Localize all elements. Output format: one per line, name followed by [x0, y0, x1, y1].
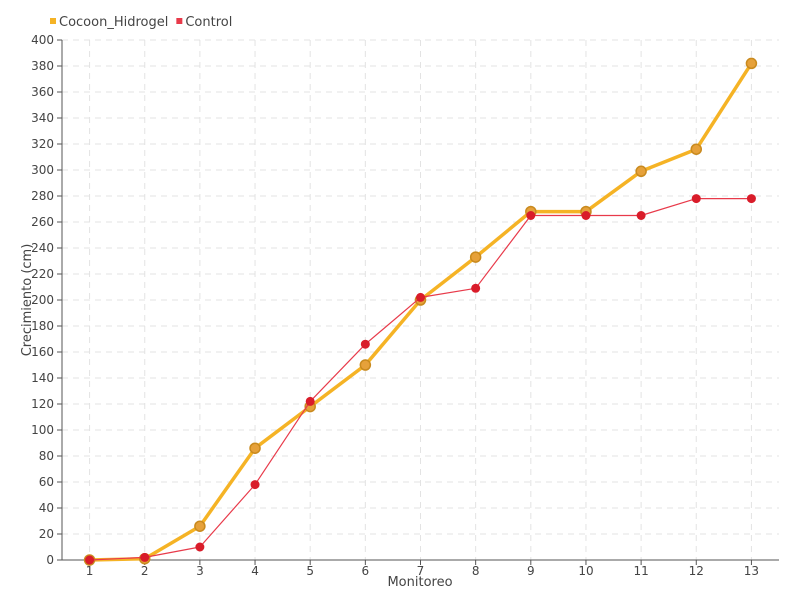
data-point-cocoon-hidrogel — [469, 251, 482, 263]
grid — [62, 39, 779, 560]
y-tick-label: 60 — [39, 475, 54, 489]
x-tick-label: 2 — [141, 564, 149, 578]
data-point-cocoon-hidrogel — [194, 520, 206, 532]
x-tick-label: 3 — [196, 564, 204, 578]
data-point-control — [636, 211, 646, 220]
data-point-control — [746, 194, 756, 204]
data-point-control — [360, 339, 370, 349]
y-tick-label: 160 — [31, 345, 54, 359]
y-tick-label: 20 — [39, 527, 54, 541]
y-tick-label: 260 — [31, 215, 54, 229]
y-tick-label: 220 — [31, 267, 54, 281]
x-tick-label: 5 — [306, 564, 314, 578]
data-point-cocoon-hidrogel — [690, 143, 703, 155]
series-control — [85, 194, 756, 565]
x-tick-label: 9 — [527, 564, 535, 578]
y-tick-label: 100 — [31, 423, 54, 437]
x-axis-title: Monitoreo — [387, 575, 452, 590]
y-tick-label: 120 — [31, 397, 54, 411]
y-tick-label: 80 — [39, 449, 54, 463]
data-point-control — [526, 211, 536, 220]
y-tick-label: 400 — [31, 33, 54, 47]
y-tick-label: 300 — [31, 163, 54, 177]
data-point-control — [416, 292, 425, 302]
data-point-control — [471, 283, 481, 293]
y-tick-label: 360 — [31, 85, 54, 99]
x-tick-label: 7 — [417, 564, 425, 578]
y-tick-label: 380 — [31, 59, 54, 73]
y-tick-label: 0 — [46, 553, 54, 567]
y-axis-title: Crecimiento (cm) — [20, 244, 35, 357]
axes: 0 20 40 60 80 100 120 140 160 180 200 220 240 260 280 3… — [31, 33, 779, 578]
y-tick-label: 240 — [31, 241, 54, 255]
data-point-control — [85, 555, 95, 565]
y-tick-label: 340 — [31, 111, 54, 125]
data-point-cocoon-hidrogel — [249, 442, 261, 454]
legend-label-cocoon-hidrogel: Cocoon_Hidrogel — [59, 15, 168, 30]
data-point-control — [691, 194, 701, 204]
y-tick-label: 40 — [39, 501, 54, 515]
data-point-control — [305, 396, 315, 406]
y-tick-label: 320 — [31, 137, 54, 151]
x-tick-label: 11 — [633, 564, 648, 578]
data-point-control — [195, 542, 205, 552]
series-cocoon-hidrogel — [83, 57, 758, 566]
x-tick-label: 13 — [744, 564, 759, 578]
x-tick-label: 12 — [689, 564, 704, 578]
y-tick-label: 280 — [31, 189, 54, 203]
y-tick-label: 180 — [31, 319, 54, 333]
data-point-control — [250, 480, 260, 490]
legend: Cocoon_Hidrogel Control — [50, 15, 232, 30]
series-layer — [83, 57, 758, 566]
legend-label-control: Control — [185, 15, 232, 30]
data-point-cocoon-hidrogel — [745, 57, 758, 70]
data-point-cocoon-hidrogel — [359, 359, 372, 371]
legend-swatch-control — [176, 18, 183, 24]
data-point-control — [140, 552, 150, 562]
x-tick-label: 8 — [472, 564, 480, 578]
x-tick-label: 6 — [362, 564, 370, 578]
data-point-cocoon-hidrogel — [635, 165, 647, 178]
legend-swatch-cocoon-hidrogel — [50, 18, 56, 24]
x-tick-label: 10 — [578, 564, 593, 578]
x-tick-label: 1 — [86, 564, 94, 578]
data-point-control — [581, 211, 591, 220]
x-tick-label: 4 — [251, 564, 259, 578]
y-tick-label: 200 — [31, 293, 54, 307]
y-tick-label: 140 — [31, 371, 54, 385]
